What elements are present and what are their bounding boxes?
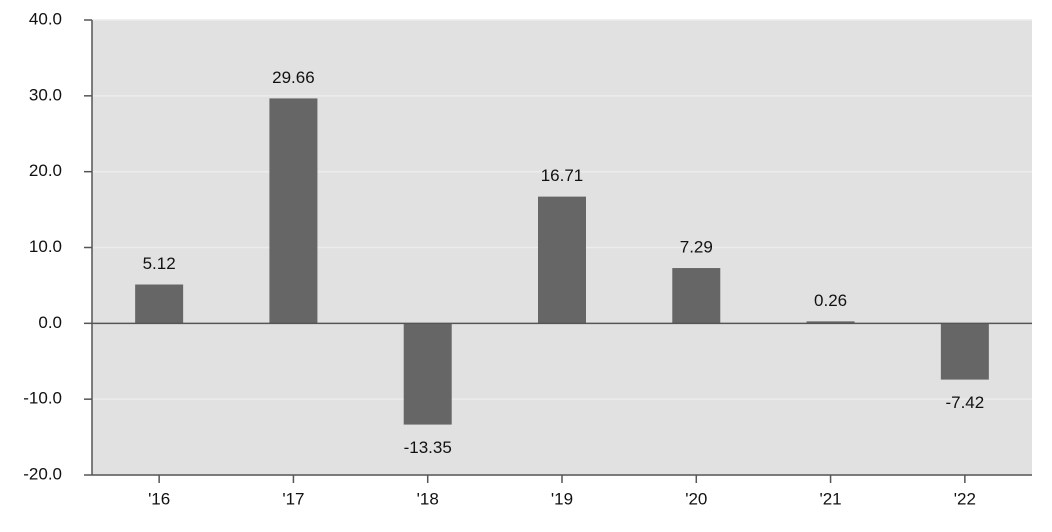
value-label: 16.71 (541, 166, 584, 185)
bar (672, 268, 721, 324)
y-tick-label: 20.0 (29, 161, 62, 180)
y-tick-label: 10.0 (29, 237, 62, 256)
x-tick-label: '19 (551, 489, 573, 508)
value-label: 7.29 (680, 238, 713, 257)
value-label: -7.42 (945, 393, 984, 412)
bar (403, 323, 452, 425)
bar (806, 321, 855, 324)
y-tick-label: 40.0 (29, 9, 62, 28)
x-tick-label: '22 (954, 489, 976, 508)
x-tick-label: '20 (685, 489, 707, 508)
x-tick-label: '17 (282, 489, 304, 508)
y-tick-label: -10.0 (23, 389, 62, 408)
bar (269, 98, 318, 324)
bar (538, 196, 586, 324)
y-tick-label: 0.0 (38, 313, 62, 332)
x-tick-label: '21 (819, 489, 841, 508)
y-tick-label: -20.0 (23, 464, 62, 483)
x-tick-label: '16 (148, 489, 170, 508)
value-label: 0.26 (814, 291, 847, 310)
value-label: -13.35 (404, 438, 452, 457)
bar (135, 284, 184, 324)
x-tick-label: '18 (417, 489, 439, 508)
value-label: 29.66 (272, 68, 315, 87)
y-tick-label: 30.0 (29, 85, 62, 104)
bar (940, 323, 989, 380)
value-label: 5.12 (143, 254, 176, 273)
